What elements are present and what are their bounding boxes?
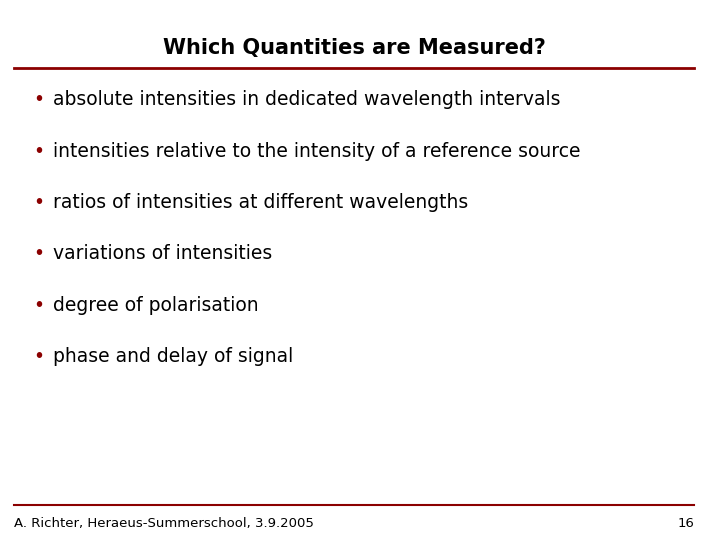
Text: absolute intensities in dedicated wavelength intervals: absolute intensities in dedicated wavele… — [53, 90, 561, 110]
Text: phase and delay of signal: phase and delay of signal — [53, 347, 293, 366]
Text: •: • — [33, 193, 45, 212]
Text: intensities relative to the intensity of a reference source: intensities relative to the intensity of… — [53, 141, 580, 161]
Text: •: • — [33, 90, 45, 110]
Text: A. Richter, Heraeus-Summerschool, 3.9.2005: A. Richter, Heraeus-Summerschool, 3.9.20… — [14, 517, 314, 530]
Text: 16: 16 — [678, 517, 695, 530]
Text: •: • — [33, 141, 45, 161]
Text: •: • — [33, 295, 45, 315]
Text: variations of intensities: variations of intensities — [53, 244, 272, 264]
Text: ratios of intensities at different wavelengths: ratios of intensities at different wavel… — [53, 193, 469, 212]
Text: degree of polarisation: degree of polarisation — [53, 295, 258, 315]
Text: Which Quantities are Measured?: Which Quantities are Measured? — [163, 38, 546, 58]
Text: •: • — [33, 244, 45, 264]
Text: •: • — [33, 347, 45, 366]
